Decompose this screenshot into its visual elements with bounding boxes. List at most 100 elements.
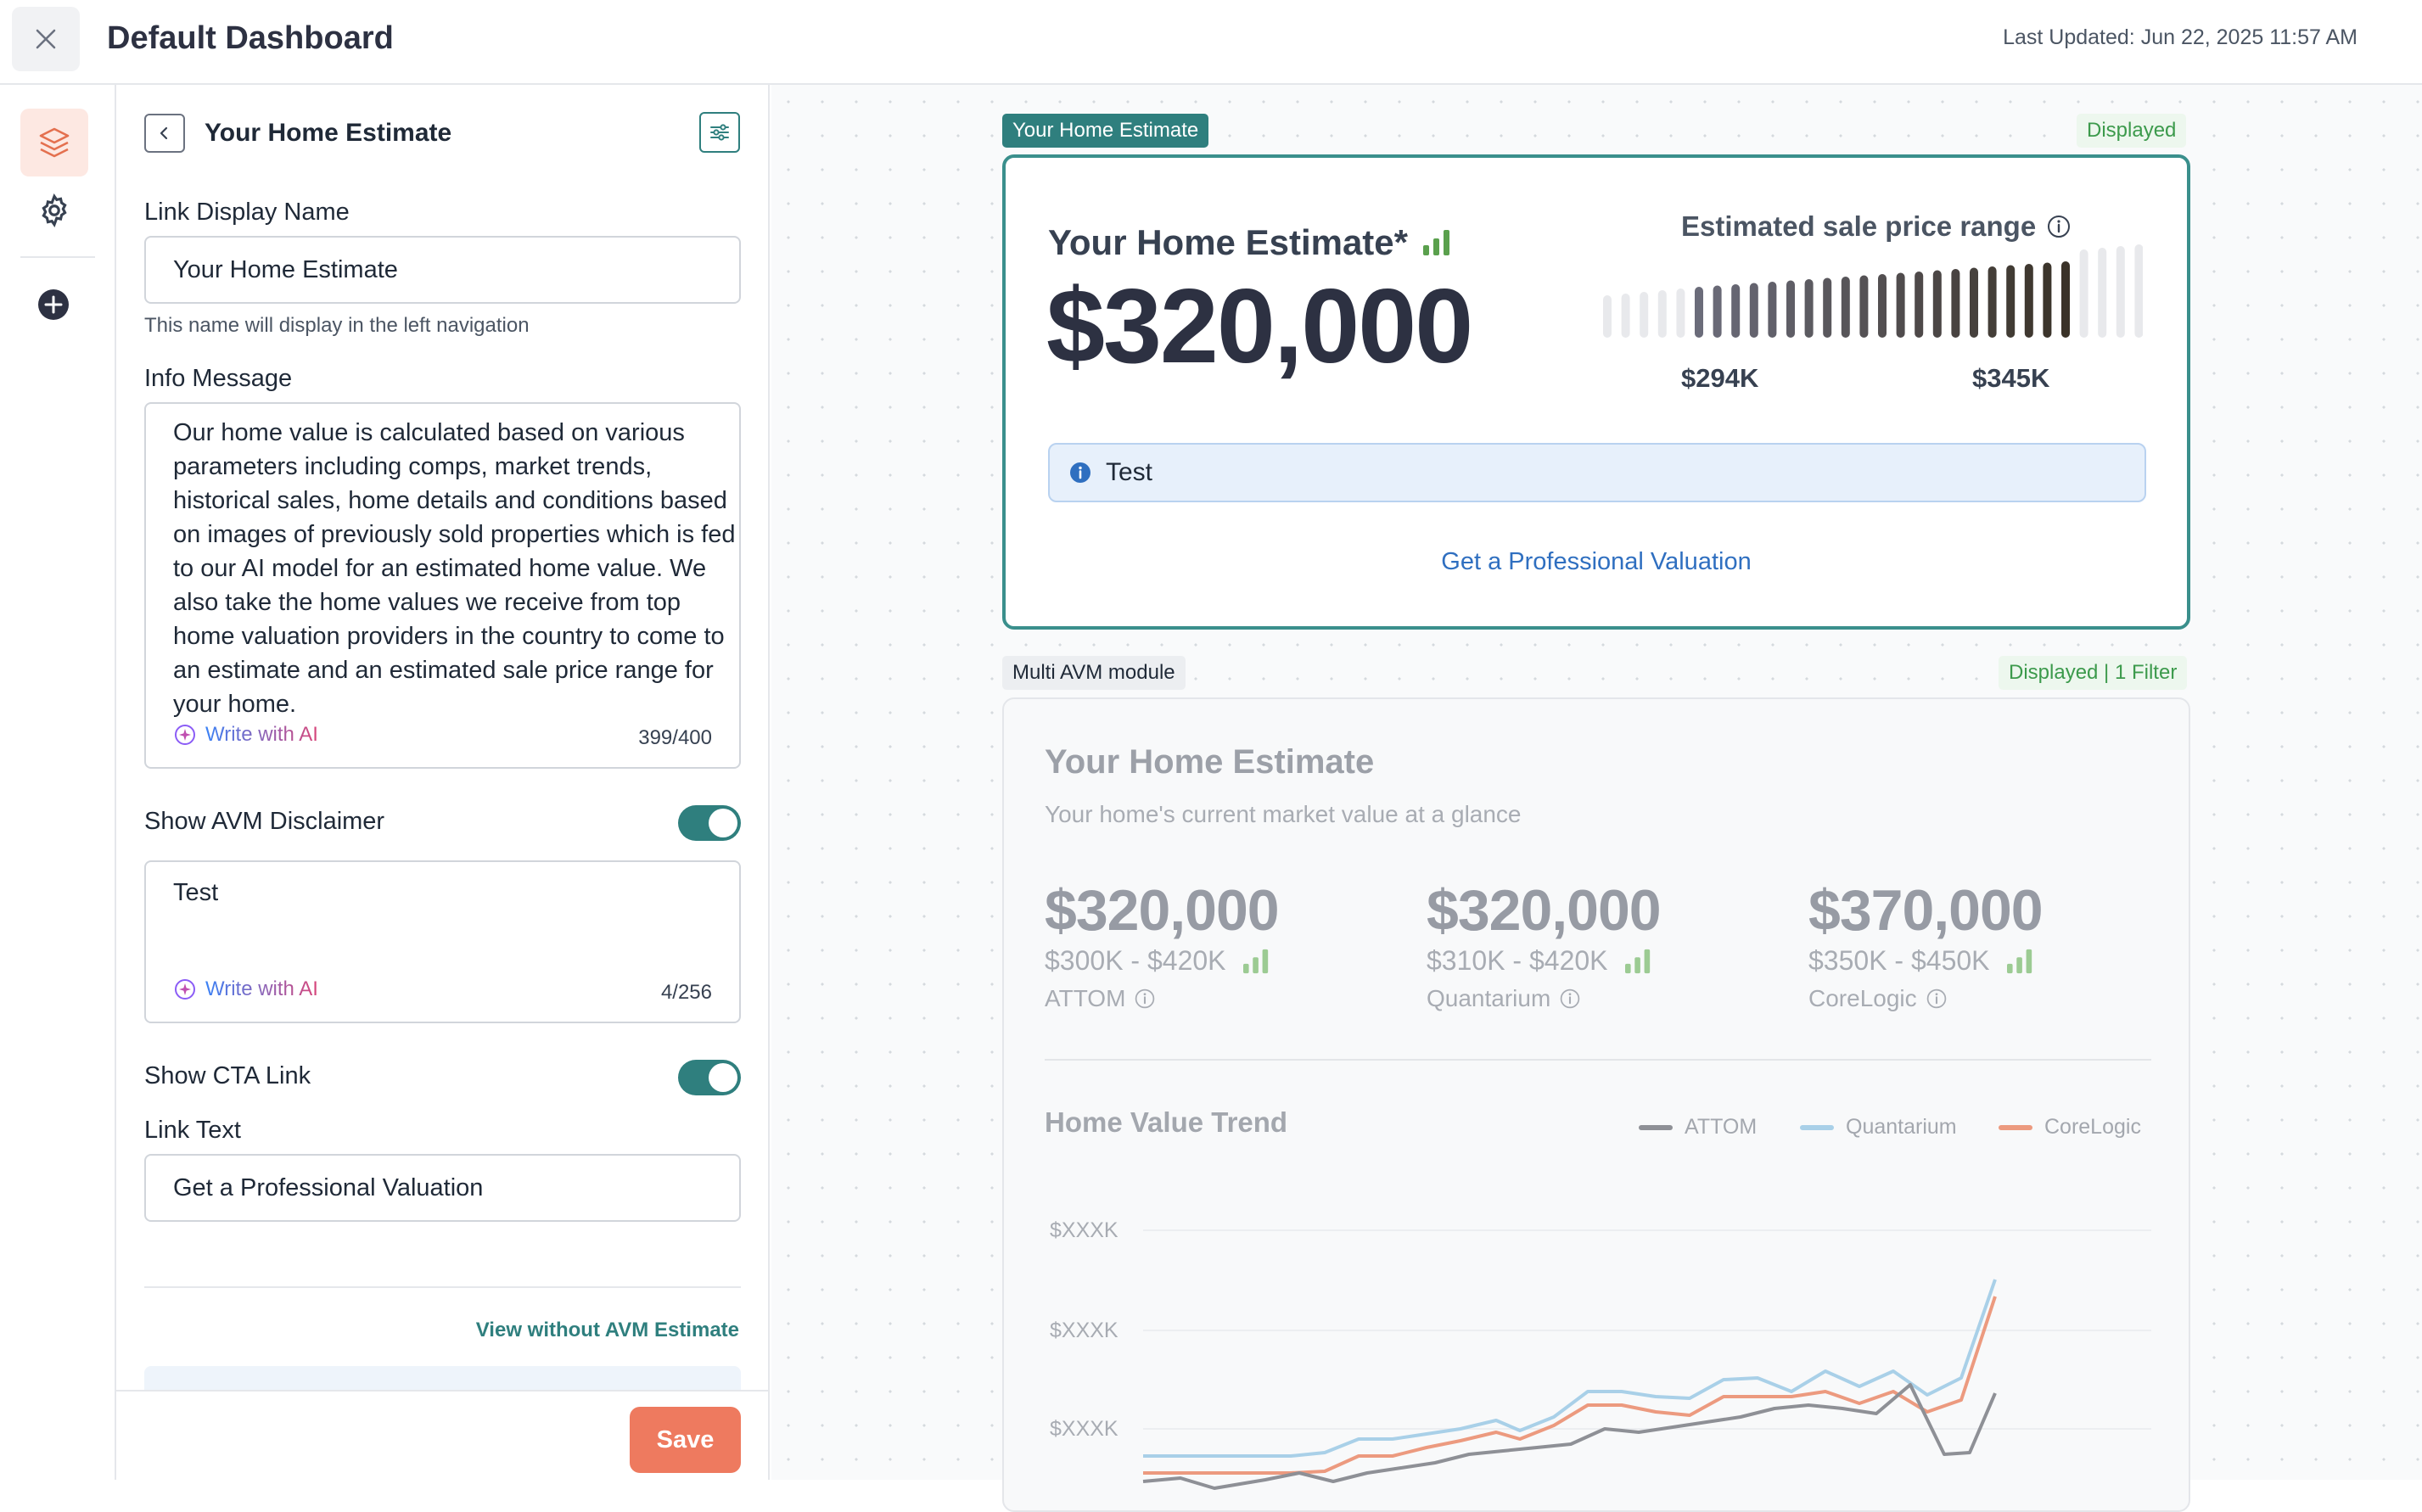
close-button[interactable] xyxy=(12,7,80,71)
settings-panel: Your Home Estimate Link Display Name You… xyxy=(116,85,770,1480)
icon-rail xyxy=(0,85,116,1480)
range-bar xyxy=(1932,270,1942,338)
home-estimate-title-text: Your Home Estimate* xyxy=(1048,222,1408,262)
range-bar xyxy=(1823,277,1832,338)
range-bar xyxy=(2134,244,2143,338)
write-with-ai-button[interactable]: Write with AI xyxy=(173,723,318,747)
legend-label: CoreLogic xyxy=(2044,1115,2141,1139)
range-bar xyxy=(1713,285,1722,338)
home-estimate-value: $320,000 xyxy=(1046,268,1473,385)
avm-provider-name: ATTOM xyxy=(1045,985,1126,1011)
ai-sparkle-icon xyxy=(175,725,195,745)
sale-price-range-label: Estimated sale price range xyxy=(1681,210,2072,243)
disclaimer-write-with-ai-button[interactable]: Write with AI xyxy=(173,977,318,1001)
gear-icon xyxy=(42,193,67,227)
legend-item-attom: ATTOM xyxy=(1639,1115,1757,1140)
rail-item-layers[interactable] xyxy=(20,109,88,176)
range-bar xyxy=(1640,292,1649,338)
legend-swatch xyxy=(1639,1124,1673,1130)
multi-avm-subtitle: Your home's current market value at a gl… xyxy=(1045,801,1522,827)
signal-bars-icon xyxy=(1242,949,1268,973)
show-cta-link-toggle[interactable] xyxy=(678,1060,741,1095)
info-message-label: Info Message xyxy=(144,365,293,392)
ai-sparkle-icon xyxy=(175,979,195,1000)
multi-avm-title: Your Home Estimate xyxy=(1045,743,1375,781)
avm-provider-quantarium: $320,000 $310K - $420K Quantarium xyxy=(1427,877,1783,1012)
range-bar xyxy=(2098,248,2107,338)
avm-provider-name: CoreLogic xyxy=(1808,985,1917,1011)
save-button[interactable]: Save xyxy=(630,1407,741,1473)
legend-swatch xyxy=(1999,1124,2032,1130)
write-with-ai-label: Write with AI xyxy=(205,977,318,1000)
range-bar xyxy=(1859,275,1869,338)
professional-valuation-link[interactable]: Get a Professional Valuation xyxy=(1441,548,1752,575)
avm-range-text: $310K - $420K xyxy=(1427,945,1608,976)
range-bar xyxy=(1970,267,1978,338)
info-icon[interactable] xyxy=(1926,988,1948,1010)
multi-avm-status-badge: Displayed | 1 Filter xyxy=(1999,656,2188,690)
top-bar: Default Dashboard Last Updated: Jun 22, … xyxy=(0,0,2422,85)
panel-title: Your Home Estimate xyxy=(205,119,452,147)
sliders-icon xyxy=(710,124,729,141)
legend-label: Quantarium xyxy=(1846,1115,1957,1139)
series-line-quantarium xyxy=(1143,1279,1997,1458)
legend-label: ATTOM xyxy=(1685,1115,1758,1139)
home-estimate-title: Your Home Estimate* xyxy=(1048,222,1454,263)
info-icon[interactable] xyxy=(1559,988,1581,1010)
y-tick-label: $XXXK xyxy=(1050,1319,1118,1342)
plus-circle-icon xyxy=(38,289,69,320)
avm-value: $370,000 xyxy=(1808,878,2044,943)
home-value-trend-chart: $XXXK $XXXK $XXXK xyxy=(1045,1174,2165,1510)
rail-divider xyxy=(20,256,95,258)
range-bar xyxy=(2024,264,2033,338)
info-icon[interactable] xyxy=(1134,988,1156,1010)
disclaimer-textarea[interactable]: Test Write with AI 4/256 xyxy=(144,860,741,1023)
home-estimate-card[interactable]: Your Home Estimate* $320,000 Estimated s… xyxy=(1002,154,2190,630)
range-bar xyxy=(1841,277,1850,338)
show-avm-disclaimer-toggle[interactable] xyxy=(678,805,741,841)
signal-bars-icon xyxy=(2006,949,2032,973)
info-message-textarea[interactable]: Our home value is calculated based on va… xyxy=(144,402,741,769)
back-button[interactable] xyxy=(144,114,185,153)
signal-bars-icon xyxy=(1423,230,1449,255)
show-cta-link-label: Show CTA Link xyxy=(144,1062,311,1089)
last-updated-text: Last Updated: Jun 22, 2025 11:57 AM xyxy=(2003,25,2358,49)
y-tick-label: $XXXK xyxy=(1050,1417,1118,1441)
multi-avm-card[interactable]: Your Home Estimate Your home's current m… xyxy=(1002,697,2190,1512)
multi-avm-divider xyxy=(1045,1059,2151,1061)
rail-item-settings[interactable] xyxy=(34,190,75,231)
home-value-trend-title: Home Value Trend xyxy=(1045,1106,1288,1138)
avm-provider-name: Quantarium xyxy=(1427,985,1551,1011)
avm-range: $300K - $420K xyxy=(1045,945,1401,977)
legend-item-quantarium: Quantarium xyxy=(1800,1115,1957,1140)
range-bar xyxy=(2061,261,2070,338)
panel-footer: Save xyxy=(116,1390,768,1480)
disclaimer-banner: Test xyxy=(1048,443,2146,502)
link-text-input[interactable]: Get a Professional Valuation xyxy=(144,1154,741,1222)
range-bar xyxy=(1786,280,1795,338)
sale-price-range-text: Estimated sale price range xyxy=(1681,210,2037,242)
layers-icon xyxy=(39,127,70,158)
disclaimer-text: Test xyxy=(173,879,219,906)
filter-button[interactable] xyxy=(699,112,740,153)
add-button[interactable] xyxy=(36,287,71,322)
avm-provider: Quantarium xyxy=(1427,985,1783,1012)
preview-canvas: Your Home Estimate Displayed Your Home E… xyxy=(771,85,2422,1512)
disclaimer-count: 4/256 xyxy=(660,981,712,1004)
range-low-label: $294K xyxy=(1681,363,1759,393)
avm-value: $320,000 xyxy=(1045,878,1280,943)
info-icon[interactable] xyxy=(2046,214,2072,239)
range-bar xyxy=(1951,269,1960,338)
view-without-avm-link[interactable]: View without AVM Estimate xyxy=(475,1319,739,1341)
link-display-name-input[interactable]: Your Home Estimate xyxy=(144,236,741,304)
avm-range-text: $300K - $420K xyxy=(1045,945,1226,976)
link-display-name-helper: This name will display in the left navig… xyxy=(144,314,530,337)
range-bar xyxy=(1749,283,1758,338)
info-filled-icon xyxy=(1070,462,1090,483)
range-bar xyxy=(1987,266,1997,338)
disclaimer-banner-text: Test xyxy=(1106,458,1153,486)
avm-provider-attom: $320,000 $300K - $420K ATTOM xyxy=(1045,877,1401,1012)
legend-swatch xyxy=(1800,1124,1834,1130)
range-bar xyxy=(1676,288,1685,338)
panel-divider xyxy=(144,1286,741,1288)
